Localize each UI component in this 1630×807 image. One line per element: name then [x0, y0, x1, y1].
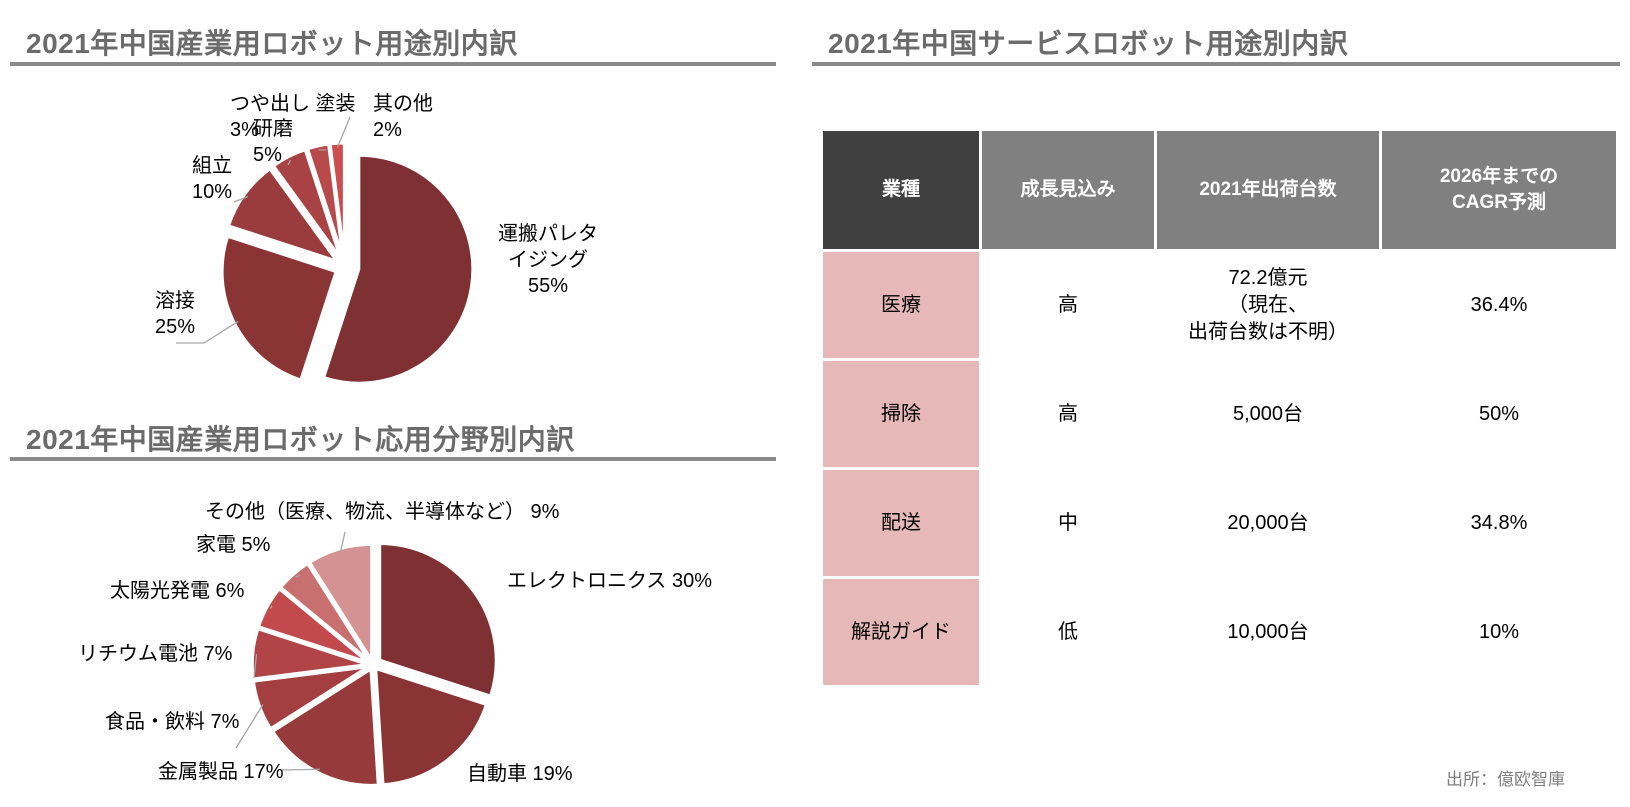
cell-shipments: 5,000台 — [1157, 361, 1379, 467]
pie1-title: 2021年中国産業用ロボット用途別内訳 — [26, 28, 518, 59]
cell-cagr: 34.8% — [1382, 470, 1616, 576]
slice-label-2: 組立 10% — [192, 154, 232, 203]
leader-line-5 — [336, 116, 351, 148]
leader-line-2 — [279, 768, 320, 771]
slice-label-7: その他（医療、物流、半導体など） 9% — [205, 500, 560, 523]
pie-slice-1 — [373, 665, 489, 787]
slice-label-4: つや出し 塗装 3% — [230, 92, 356, 141]
cell-growth: 低 — [982, 579, 1154, 685]
slice-label-3: 食品・飲料 7% — [105, 710, 240, 733]
header-growth: 成長見込み — [982, 131, 1154, 249]
table-row: 掃除 高 5,000台 50% — [823, 361, 1616, 467]
leader-line-4 — [253, 653, 258, 679]
cell-growth: 中 — [982, 470, 1154, 576]
slice-label-5: 其の他 2% — [373, 92, 433, 141]
pie1-title-rule — [10, 62, 776, 66]
pie-chart-applications: 運搬パレタイジング 55% 溶接 25% 組立 10% 研磨 5%つや出し 塗装 3% 其の他 2% — [155, 92, 598, 385]
cell-cagr: 50% — [1382, 361, 1616, 467]
pie-slice-0 — [321, 153, 475, 385]
leader-line-3 — [287, 159, 292, 166]
source-note: 出所：億欧智庫 — [1446, 770, 1565, 789]
leader-line-2 — [233, 195, 249, 203]
pie-slice-1 — [220, 234, 338, 382]
cell-growth: 高 — [982, 252, 1154, 358]
pie-slice-3 — [271, 147, 342, 259]
table-title-rule — [812, 62, 1620, 66]
slice-label-1: 溶接 25% — [155, 289, 195, 338]
leader-line-3 — [235, 704, 264, 749]
cell-shipments: 72.2億元 （現在、 出荷台数は不明） — [1157, 252, 1379, 358]
service-robot-table: 業種 成長見込み 2021年出荷台数 2026年までの CAGR予測 医療 高 … — [820, 128, 1619, 688]
table-header-row: 業種 成長見込み 2021年出荷台数 2026年までの CAGR予測 — [823, 131, 1616, 249]
cell-growth: 高 — [982, 361, 1154, 467]
table-row: 医療 高 72.2億元 （現在、 出荷台数は不明） 36.4% — [823, 252, 1616, 358]
pie-slice-6 — [277, 560, 372, 664]
table-row: 配送 中 20,000台 34.8% — [823, 470, 1616, 576]
slice-label-4: リチウム電池 7% — [78, 642, 233, 665]
pie2-title-rule — [10, 457, 776, 461]
cell-shipments: 20,000台 — [1157, 470, 1379, 576]
pie2-title: 2021年中国産業用ロボット応用分野別内訳 — [26, 424, 575, 455]
cell-industry: 医療 — [823, 252, 979, 358]
slice-label-2: 金属製品 17% — [158, 760, 284, 783]
table-title: 2021年中国サービスロボット用途別内訳 — [828, 28, 1349, 59]
pie-chart-fields: エレクトロニクス 30% 自動車 19% 金属製品 17% 食品・飲料 7% リチウム電… — [78, 500, 712, 788]
header-cagr: 2026年までの CAGR予測 — [1382, 131, 1616, 249]
cell-cagr: 36.4% — [1382, 252, 1616, 358]
cell-cagr: 10% — [1382, 579, 1616, 685]
table-row: 解説ガイド 低 10,000台 10% — [823, 579, 1616, 685]
cell-shipments: 10,000台 — [1157, 579, 1379, 685]
slice-label-1: 自動車 19% — [467, 762, 573, 785]
slice-label-0: 運搬パレタイジング 55% — [498, 222, 598, 297]
leader-line-1 — [176, 320, 239, 344]
leader-line-6 — [295, 574, 301, 578]
pie-slice-4 — [305, 142, 345, 258]
pie-slice-2 — [269, 665, 381, 788]
header-shipments: 2021年出荷台数 — [1157, 131, 1379, 249]
cell-industry: 配送 — [823, 470, 979, 576]
slice-label-3: 研磨 5% — [253, 117, 293, 166]
pie-slice-5 — [328, 141, 346, 258]
pie-slice-2 — [226, 166, 341, 264]
pie-slice-7 — [306, 542, 374, 668]
slice-label-6: 家電 5% — [196, 533, 271, 556]
cell-industry: 解説ガイド — [823, 579, 979, 685]
pie-slice-0 — [377, 541, 499, 699]
leader-line-7 — [339, 531, 346, 553]
header-industry: 業種 — [823, 131, 979, 249]
slice-label-0: エレクトロニクス 30% — [507, 569, 712, 592]
leader-line-5 — [269, 605, 273, 609]
cell-industry: 掃除 — [823, 361, 979, 467]
pie-slice-3 — [251, 664, 371, 732]
slice-label-5: 太陽光発電 6% — [110, 579, 245, 602]
